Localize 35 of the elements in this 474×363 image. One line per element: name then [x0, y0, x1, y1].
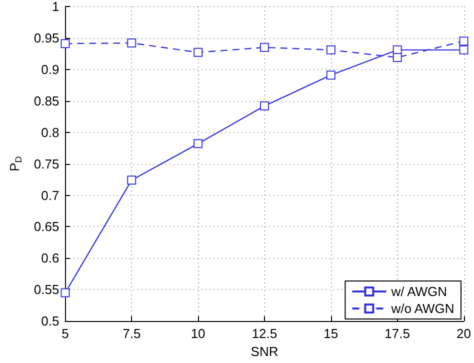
y-tick-label: 0.95: [34, 30, 60, 46]
x-tick-label: 10: [190, 326, 206, 342]
y-tick-label: 0.7: [41, 188, 60, 203]
point: [194, 139, 203, 148]
point: [194, 48, 203, 57]
y-tick-label: 0.65: [34, 219, 60, 234]
x-tick-label: 5: [62, 326, 69, 342]
x-tick-label: 20: [456, 326, 472, 342]
y-tick-label: 0.5: [41, 314, 60, 329]
y-tick-label: 0.85: [34, 93, 60, 108]
legend-label: w/ AWGN: [390, 284, 448, 299]
point: [392, 52, 402, 62]
point: [260, 101, 269, 110]
y-tick-label: 1: [52, 0, 60, 14]
point: [459, 36, 468, 46]
point: [127, 176, 136, 185]
x-axis-title: SNR: [250, 344, 278, 359]
point: [60, 288, 70, 298]
y-axis-title: PD: [7, 156, 24, 172]
legend-label: w/o AWGN: [390, 301, 454, 316]
point: [326, 45, 336, 54]
point: [127, 38, 136, 48]
x-tick-label: 17.5: [384, 326, 410, 342]
x-tick-label: 7.5: [122, 326, 141, 342]
y-tick-label: 0.6: [41, 250, 60, 266]
x-tick-label: 15: [324, 326, 338, 342]
y-tick-label: 0.55: [34, 282, 60, 298]
y-tick-label: 0.75: [34, 156, 60, 172]
point: [260, 42, 269, 52]
x-tick-label: 12.5: [252, 326, 278, 342]
y-tick-label: 0.8: [41, 124, 60, 140]
point: [459, 45, 468, 54]
y-tick-label: 0.9: [41, 62, 60, 77]
point: [326, 70, 336, 80]
point: [60, 39, 70, 48]
